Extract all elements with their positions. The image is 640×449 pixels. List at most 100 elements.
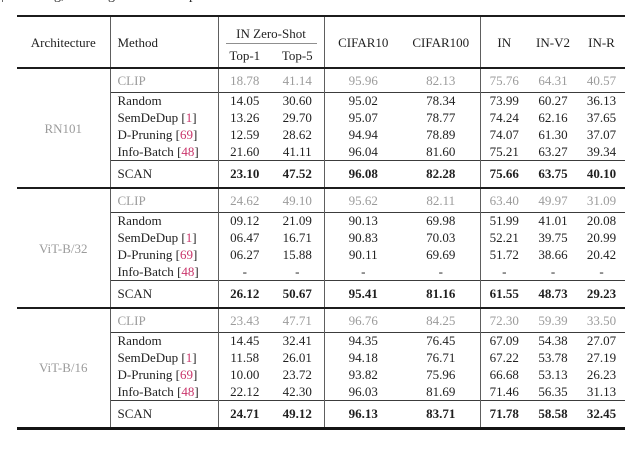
cell-in: 74.07 bbox=[479, 126, 528, 143]
cell-in: 75.21 bbox=[479, 143, 528, 160]
cell-in: 63.40 bbox=[479, 188, 528, 212]
cell-in_r: 20.42 bbox=[586, 247, 617, 262]
caption-mark: | bbox=[1, 0, 4, 3]
cell-top5: 30.60 bbox=[271, 91, 324, 109]
citation-ref: [69] bbox=[172, 367, 198, 382]
table-row-clip: ViT-B/16 CLIP 23.43 47.71 96.76 84.25 72.30 59.… bbox=[17, 308, 625, 430]
cell-in_v2: 56.35 bbox=[538, 383, 568, 399]
table-row-clip: ViT-B/32 CLIP 24.62 49.10 95.62 82.11 63.40 49.… bbox=[17, 188, 625, 309]
cell-top1: 06.27 bbox=[217, 246, 271, 263]
table-row-scan: SCAN 24.71 49.12 96.13 83.71 71.78 58.58 32.45 bbox=[17, 399, 625, 430]
method-label: Info-Batch bbox=[117, 143, 174, 159]
cell-in: 66.68 bbox=[479, 366, 528, 383]
table-row: Random 09.12 21.09 90.13 69.98 51.99 41.01 20.0… bbox=[17, 211, 625, 229]
table-header: Architecture Method IN Zero-Shot CIFAR10… bbox=[17, 15, 625, 69]
cell-in: 51.72 bbox=[479, 246, 528, 263]
method-label: D-Pruning bbox=[117, 367, 173, 382]
cell-cifar10: 95.07 bbox=[323, 109, 402, 126]
cell-in: 67.09 bbox=[479, 331, 528, 349]
table-row-scan: SCAN 23.10 47.52 96.08 82.28 75.66 63.75 40.10 bbox=[17, 159, 625, 189]
caption-mark: g bbox=[108, 0, 115, 3]
cell-cifar10: 93.82 bbox=[323, 366, 402, 383]
table-row: SemDeDup [1] 11.58 26.01 94.18 76.71 67.22 53.… bbox=[17, 349, 625, 366]
method-label: Random bbox=[117, 213, 162, 229]
cell-top5: 28.62 bbox=[282, 127, 312, 142]
cell-in: 52.21 bbox=[479, 229, 528, 246]
cell-in_r: 40.10 bbox=[578, 159, 625, 189]
cell-method: SCAN bbox=[109, 399, 218, 430]
cell-in: 73.99 bbox=[479, 91, 528, 109]
table-body: RN101 CLIP 18.78 41.14 95.96 82.13 75.76 64.31 4… bbox=[17, 68, 625, 430]
cell-in_v2: 61.30 bbox=[538, 127, 568, 142]
citation-ref: [48] bbox=[173, 143, 199, 159]
cell-method: SemDeDup [1] bbox=[109, 229, 218, 246]
cell-cifar10: 94.18 bbox=[323, 349, 402, 366]
cell-in: 71.78 bbox=[479, 399, 528, 430]
cell-architecture: ViT-B/16 bbox=[17, 308, 110, 430]
cell-in_v2: 62.16 bbox=[538, 110, 568, 125]
table-row-scan: SCAN 26.12 50.67 95.41 81.16 61.55 48.73 29.23 bbox=[17, 279, 625, 309]
cell-top5: 49.12 bbox=[271, 399, 324, 430]
cell-cifar10: 94.35 bbox=[323, 331, 402, 349]
cell-top5: 21.09 bbox=[271, 211, 324, 229]
cell-in_r: 33.50 bbox=[586, 312, 617, 328]
cell-in_v2: 58.58 bbox=[528, 399, 578, 430]
col-header-method: Method bbox=[109, 15, 218, 69]
cell-cifar10: 94.94 bbox=[323, 126, 402, 143]
cell-in_v2: 38.66 bbox=[538, 247, 568, 262]
method-label: Info-Batch bbox=[117, 263, 174, 279]
cell-cifar10: 96.08 bbox=[323, 159, 402, 189]
cell-top1: 26.12 bbox=[217, 279, 271, 309]
cell-in: 75.66 bbox=[479, 159, 528, 189]
cell-in_r: 36.13 bbox=[578, 91, 625, 109]
cell-top5: 41.14 bbox=[282, 72, 312, 88]
cell-cifar100: 76.45 bbox=[402, 331, 480, 349]
cell-in_r: 27.07 bbox=[578, 331, 625, 349]
cell-cifar10: 90.11 bbox=[323, 246, 402, 263]
cell-in_v2: 54.38 bbox=[528, 331, 578, 349]
cell-top5: 41.11 bbox=[282, 143, 312, 159]
table-row: Random 14.45 32.41 94.35 76.45 67.09 54.38 27.0… bbox=[17, 331, 625, 349]
cell-in_r: 39.34 bbox=[586, 143, 617, 159]
method-label: SCAN bbox=[117, 406, 153, 421]
cell-top1: 23.43 bbox=[217, 308, 271, 332]
cell-in_v2: 53.13 bbox=[538, 367, 568, 382]
cell-top1: 18.78 bbox=[217, 68, 271, 92]
cell-cifar10: 90.83 bbox=[323, 229, 402, 246]
cell-in: 67.22 bbox=[479, 349, 528, 366]
cell-cifar100: 76.71 bbox=[426, 350, 456, 365]
cell-cifar10: 95.62 bbox=[323, 188, 402, 212]
cell-in_r: 37.07 bbox=[586, 127, 617, 142]
cell-method: Random bbox=[109, 91, 218, 109]
method-label: SemDeDup bbox=[117, 230, 179, 245]
cell-top5: 50.67 bbox=[271, 279, 324, 309]
citation-ref: [1] bbox=[178, 230, 197, 245]
cell-cifar10: 90.13 bbox=[323, 211, 402, 229]
col-header-cifar100: CIFAR100 bbox=[402, 15, 480, 69]
citation-ref: [48] bbox=[173, 383, 199, 399]
cell-architecture: ViT-B/32 bbox=[17, 188, 110, 309]
cell-in_v2: 49.97 bbox=[538, 192, 568, 208]
cell-top1: - bbox=[217, 263, 271, 280]
cell-cifar100: 69.98 bbox=[402, 211, 480, 229]
method-label: CLIP bbox=[117, 192, 146, 208]
cell-cifar100: 78.77 bbox=[426, 110, 456, 125]
cell-in_v2: 48.73 bbox=[528, 279, 578, 309]
cell-cifar100: 78.34 bbox=[402, 91, 480, 109]
citation-number: 69 bbox=[179, 367, 193, 382]
cell-top1: 21.60 bbox=[217, 143, 271, 160]
citation-number: 48 bbox=[181, 383, 195, 399]
method-label: D-Pruning bbox=[117, 247, 173, 262]
cell-cifar10: 96.03 bbox=[323, 383, 402, 400]
cell-method: SCAN bbox=[109, 159, 218, 189]
caption-mark: g, bbox=[54, 0, 65, 3]
cell-cifar100: - bbox=[438, 263, 443, 279]
col-header-in-v2: IN-V2 bbox=[528, 15, 578, 69]
col-header-top5: Top-5 bbox=[271, 44, 324, 69]
col-header-in-r: IN-R bbox=[578, 15, 625, 69]
cell-method: SemDeDup [1] bbox=[109, 109, 218, 126]
citation-ref: [1] bbox=[178, 110, 197, 125]
cell-top1: 14.05 bbox=[217, 91, 271, 109]
cell-in_v2: 53.78 bbox=[538, 350, 568, 365]
table-row: Info-Batch [48] 22.12 42.30 96.03 81.69 71.46… bbox=[17, 383, 625, 400]
